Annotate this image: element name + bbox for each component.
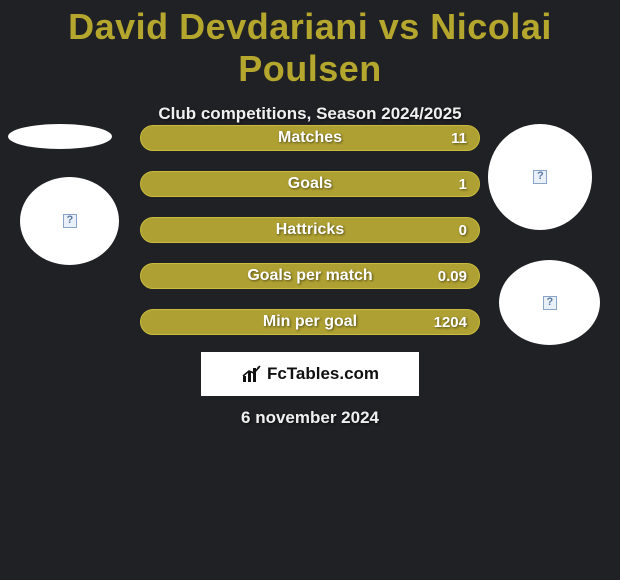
page-title: David Devdariani vs Nicolai Poulsen xyxy=(0,0,620,90)
stat-label: Matches xyxy=(141,129,479,147)
brand-chart-icon xyxy=(241,364,263,384)
stat-value: 0.09 xyxy=(438,268,467,285)
date-label: 6 november 2024 xyxy=(0,408,620,428)
avatar-circle-bottom-right xyxy=(499,260,600,345)
placeholder-icon xyxy=(63,214,77,228)
stats-list: Matches11 Goals1 Hattricks0 Goals per match… xyxy=(140,125,480,355)
stat-value: 1204 xyxy=(434,314,467,331)
stat-label: Min per goal xyxy=(141,313,479,331)
stat-value: 0 xyxy=(459,222,467,239)
stat-bar: Goals1 xyxy=(140,171,480,197)
stat-value: 1 xyxy=(459,176,467,193)
stat-label: Hattricks xyxy=(141,221,479,239)
stat-value: 11 xyxy=(451,130,467,147)
brand-text: FcTables.com xyxy=(267,364,379,384)
avatar-circle-left xyxy=(20,177,119,265)
white-ellipse xyxy=(8,124,112,149)
avatar-circle-top-right xyxy=(488,124,592,230)
stat-bar: Goals per match0.09 xyxy=(140,263,480,289)
stat-label: Goals xyxy=(141,175,479,193)
stat-bar: Matches11 xyxy=(140,125,480,151)
placeholder-icon xyxy=(533,170,547,184)
page-subtitle: Club competitions, Season 2024/2025 xyxy=(0,104,620,124)
stat-label: Goals per match xyxy=(141,267,479,285)
stat-bar: Min per goal1204 xyxy=(140,309,480,335)
placeholder-icon xyxy=(543,296,557,310)
stat-bar: Hattricks0 xyxy=(140,217,480,243)
brand-badge: FcTables.com xyxy=(201,352,419,396)
